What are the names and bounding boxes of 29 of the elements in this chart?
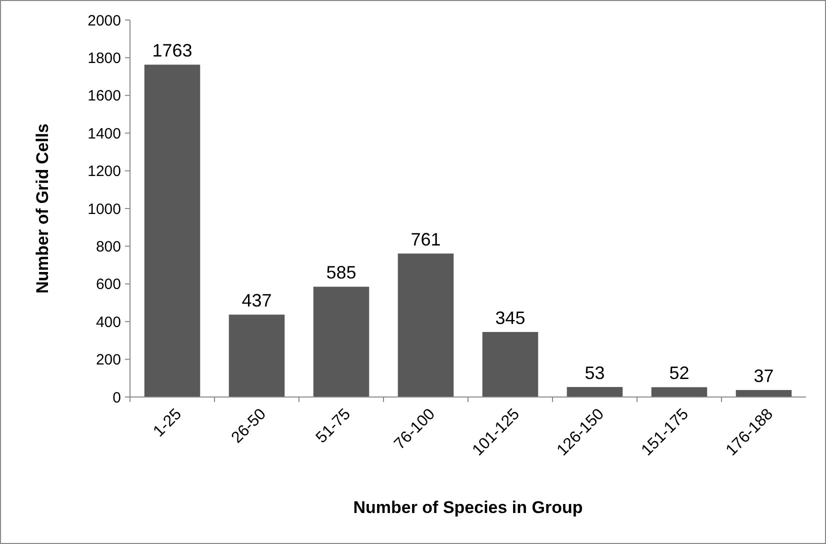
y-tick-label: 2000 (88, 12, 121, 30)
y-axis-title: Number of Grid Cells (33, 123, 52, 294)
bar (651, 387, 708, 397)
data-label: 585 (326, 262, 356, 283)
bar (313, 286, 370, 397)
data-label: 53 (584, 363, 605, 384)
bar (566, 387, 623, 397)
y-tick-label: 1000 (88, 200, 121, 218)
y-tick-label: 1800 (88, 50, 121, 67)
bar (398, 254, 454, 397)
bar (228, 314, 285, 397)
y-tick-label: 400 (96, 314, 121, 331)
bar (482, 332, 538, 397)
bar (144, 64, 200, 397)
x-axis-title: Number of Species in Group (353, 498, 583, 517)
data-label: 1763 (152, 40, 192, 61)
bar (736, 390, 792, 397)
y-tick-label: 200 (96, 352, 121, 369)
data-label: 345 (495, 308, 526, 328)
y-tick-label: 1400 (88, 125, 121, 142)
y-tick-label: 800 (96, 238, 121, 256)
data-label: 761 (410, 230, 441, 250)
data-label: 52 (669, 363, 690, 384)
y-tick-label: 1200 (88, 163, 121, 180)
y-tick-label: 600 (96, 276, 121, 294)
y-tick-label: 1600 (88, 88, 121, 105)
data-label: 37 (754, 366, 774, 386)
y-tick-label: 0 (112, 389, 121, 406)
data-label: 437 (242, 290, 272, 311)
